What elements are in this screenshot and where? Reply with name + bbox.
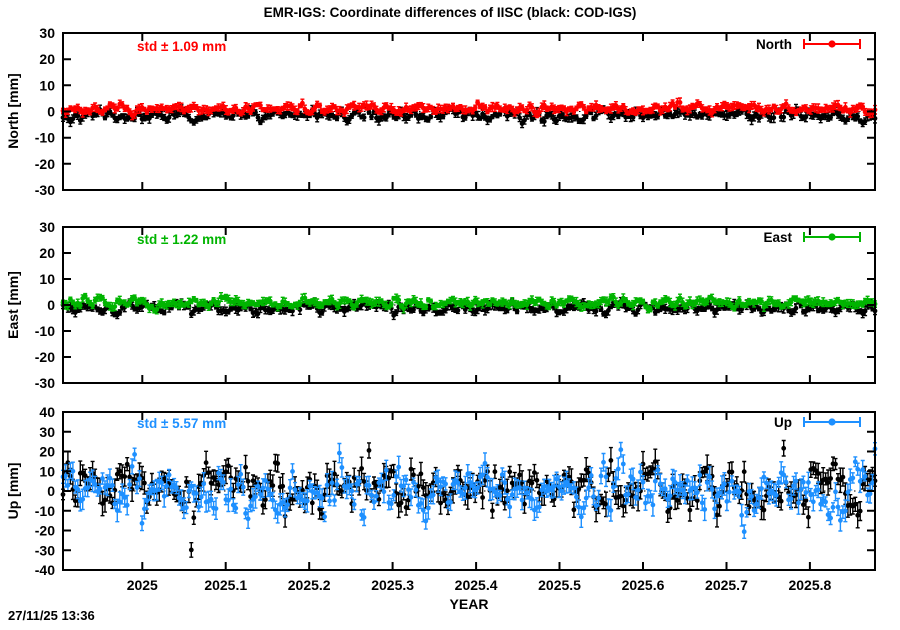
errorbar-icon xyxy=(801,230,863,244)
x-axis-label: YEAR xyxy=(449,596,489,612)
errorbar-icon xyxy=(801,415,863,429)
legend-east: East xyxy=(763,229,863,245)
markers-EMR-IGS xyxy=(60,293,878,313)
y-tick-label: 0 xyxy=(47,104,55,120)
x-tick-label: 2025.3 xyxy=(371,577,414,593)
y-axis-label-up: Up [mm] xyxy=(5,462,21,520)
markers-EMR-IGS xyxy=(60,99,878,118)
markers-EMR-IGS xyxy=(60,446,878,535)
errorbar-sample-glyph xyxy=(803,39,861,49)
legend-up-label: Up xyxy=(774,414,792,430)
panel-up: 40 30 20 10 0 -10 -20 -30 -40 2025 2025.1 2025.2 202… xyxy=(35,404,878,593)
axis-ticks xyxy=(63,32,875,191)
y-tick-label: -30 xyxy=(35,182,55,198)
x-tick-label: 2025.8 xyxy=(788,577,831,593)
x-tick-label: 2025.1 xyxy=(204,577,247,593)
y-tick-label: 20 xyxy=(39,245,55,261)
y-tick-label: 20 xyxy=(39,444,55,460)
y-tick-label: 30 xyxy=(39,219,55,235)
x-tick-label: 2025.5 xyxy=(538,577,581,593)
x-tick-label: 2025.2 xyxy=(288,577,331,593)
errorbars-EMR-IGS xyxy=(61,441,877,539)
y-axis-label-east: East [mm] xyxy=(5,271,21,339)
y-axis-label-north: North [mm] xyxy=(5,73,21,149)
y-tick-label: 30 xyxy=(39,424,55,440)
y-tick-label: 20 xyxy=(39,51,55,67)
y-tick-label: 10 xyxy=(39,271,55,287)
legend-up: Up xyxy=(774,414,863,430)
std-annotation-north: std ± 1.09 mm xyxy=(137,39,227,54)
y-tick-label: -20 xyxy=(35,156,55,172)
markers-COD-IGS xyxy=(60,299,878,318)
y-tick-label: -10 xyxy=(35,130,55,146)
chart-title: EMR-IGS: Coordinate differences of IISC … xyxy=(263,5,637,20)
y-tick-label: -30 xyxy=(35,542,55,558)
errorbar-sample-glyph xyxy=(803,417,861,427)
y-tick-label: 30 xyxy=(39,25,55,41)
y-tick-label: 10 xyxy=(39,463,55,479)
y-tick-label: -30 xyxy=(35,375,55,391)
panel-north: 30 20 10 0 -10 -20 -30 xyxy=(35,25,878,198)
x-tick-label: 2025 xyxy=(127,577,158,593)
axis-ticks xyxy=(63,226,875,384)
y-tick-label: -10 xyxy=(35,503,55,519)
y-tick-label: 10 xyxy=(39,77,55,93)
legend-north-label: North xyxy=(756,36,792,52)
timestamp: 27/11/25 13:36 xyxy=(8,608,95,623)
errorbar-sample-glyph xyxy=(803,232,861,242)
y-tick-label: 0 xyxy=(47,483,55,499)
legend-north: North xyxy=(756,36,863,52)
errorbar-icon xyxy=(801,37,863,51)
x-tick-label: 2025.6 xyxy=(622,577,665,593)
y-tick-label: -40 xyxy=(35,562,55,578)
std-annotation-up: std ± 5.57 mm xyxy=(137,416,227,431)
y-tick-label: -20 xyxy=(35,349,55,365)
x-tick-label: 2025.4 xyxy=(455,577,498,593)
y-tick-label: -20 xyxy=(35,523,55,539)
y-tick-label: -10 xyxy=(35,323,55,339)
y-tick-label: 40 xyxy=(39,404,55,420)
std-annotation-east: std ± 1.22 mm xyxy=(137,232,227,247)
legend-east-label: East xyxy=(763,229,792,245)
axis-ticks xyxy=(63,411,875,571)
panel-east: 30 20 10 0 -10 -20 -30 xyxy=(35,219,878,391)
y-tick-label: 0 xyxy=(47,297,55,313)
x-tick-label: 2025.7 xyxy=(705,577,748,593)
